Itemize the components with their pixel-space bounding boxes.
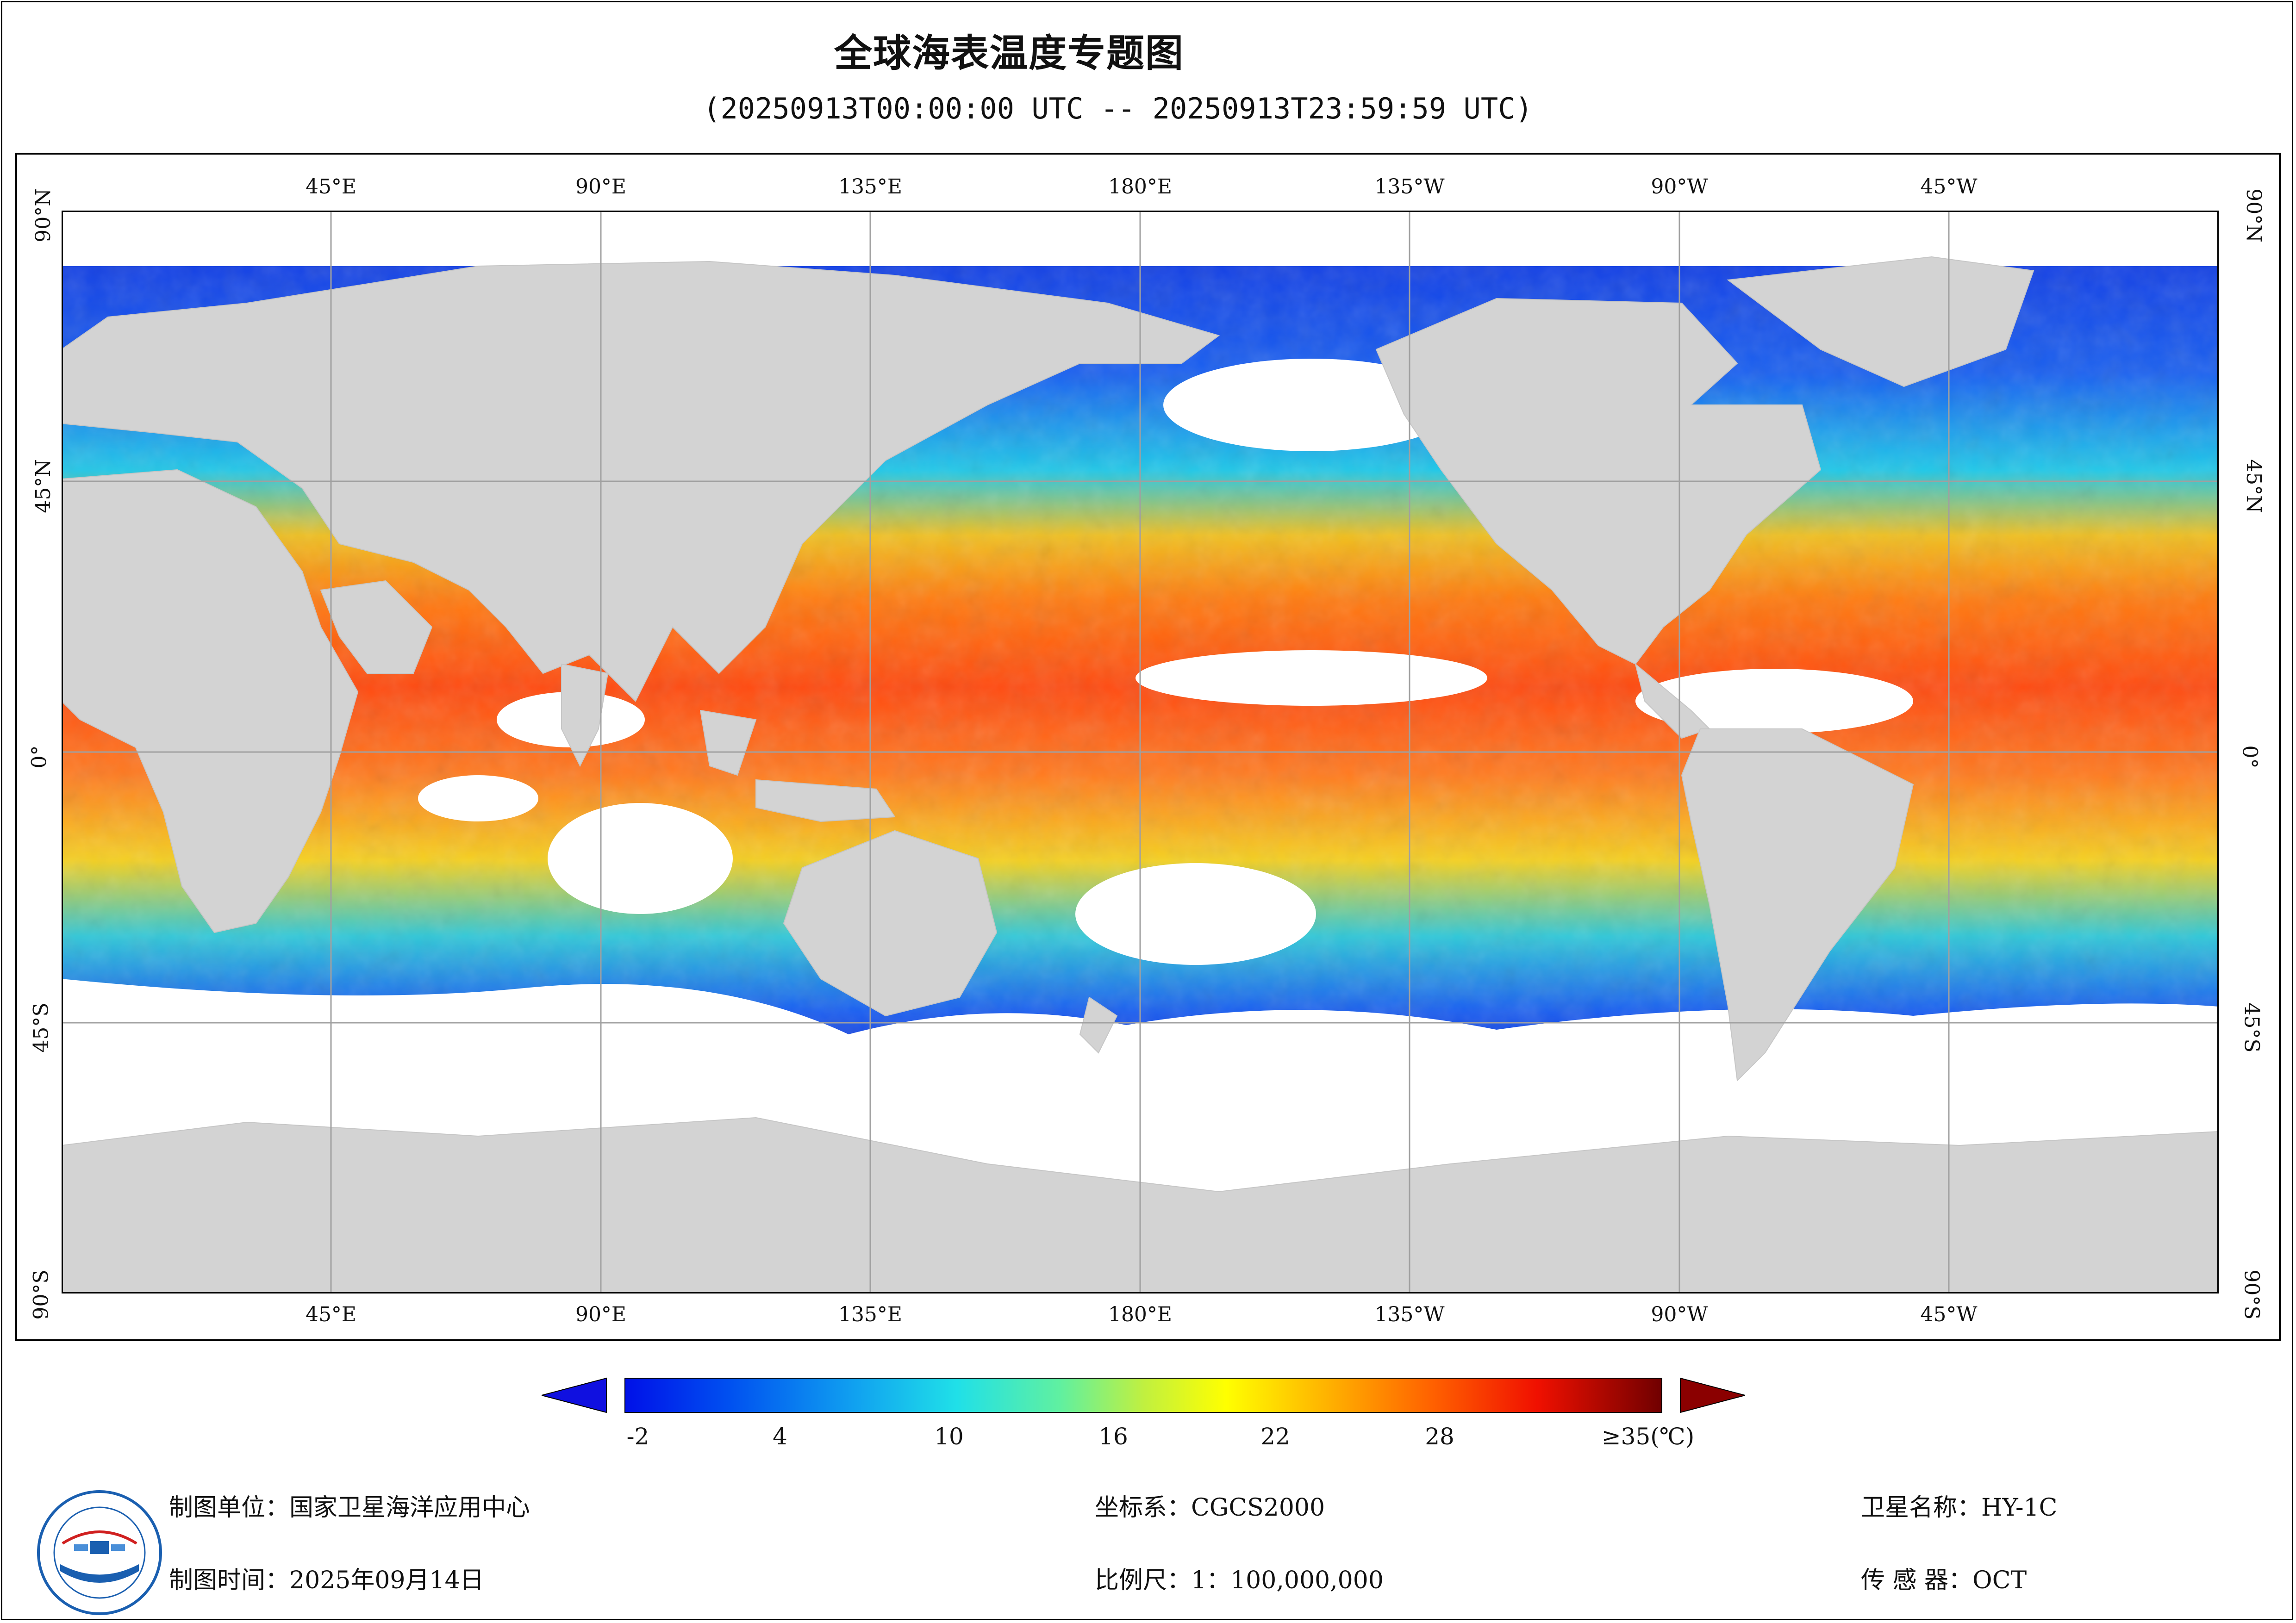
land-se-asia	[699, 709, 757, 776]
lon-label-top-90e: 90°E	[575, 175, 627, 199]
lat-label-left-90n: 90°N	[31, 188, 55, 243]
land-arabia	[320, 580, 433, 674]
sensor-name: 传 感 器：OCT	[1861, 1567, 2027, 1594]
map-scale: 比例尺：1：100,000,000	[1095, 1567, 1384, 1594]
lon-label-bottom-90e: 90°E	[575, 1303, 627, 1326]
lon-label-top-180e: 180°E	[1108, 175, 1173, 199]
colorbar-label: 28	[1425, 1423, 1454, 1450]
mapping-date: 制图时间：2025年09月14日	[169, 1567, 484, 1594]
land-australia	[783, 830, 998, 1017]
colorbar-label: ≥35(℃)	[1601, 1423, 1695, 1450]
land-indonesia	[755, 779, 896, 822]
lon-label-top-135e: 135°E	[838, 175, 903, 199]
lon-label-top-135w: 135°W	[1374, 175, 1445, 199]
land-central-america	[1635, 663, 1710, 739]
coordinate-system: 坐标系：CGCS2000	[1095, 1494, 1325, 1522]
satellite-name: 卫星名称：HY-1C	[1861, 1494, 2058, 1522]
colorbar-label: -2	[626, 1423, 649, 1450]
colorbar-label: 22	[1260, 1423, 1290, 1450]
lon-label-top-45e: 45°E	[305, 175, 357, 199]
mapping-unit: 制图单位：国家卫星海洋应用中心	[169, 1494, 530, 1522]
nsoas-logo	[37, 1490, 162, 1615]
colorbar-under-arrow	[542, 1377, 607, 1413]
lon-label-bottom-135w: 135°W	[1374, 1303, 1445, 1326]
land-africa	[62, 469, 359, 933]
land-india	[561, 663, 609, 767]
map-title: 全球海表温度专题图	[834, 31, 1184, 75]
colorbar-label: 10	[934, 1423, 964, 1450]
lat-label-left-45n: 45°N	[31, 459, 55, 513]
land-south-america	[1681, 728, 1914, 1082]
lon-label-bottom-180e: 180°E	[1108, 1303, 1173, 1326]
land-greenland	[1727, 256, 2034, 387]
lat-label-right-45n: 45°N	[2241, 459, 2265, 513]
lat-label-right-90s: 90°S	[2240, 1269, 2264, 1320]
colorbar-label: 4	[773, 1423, 787, 1450]
graticule	[62, 211, 2219, 1293]
colorbar	[542, 1377, 1745, 1413]
land-new-zealand	[1079, 996, 1118, 1054]
lon-label-top-90w: 90°W	[1651, 175, 1708, 199]
lat-label-right-0: 0°	[2238, 745, 2262, 769]
lat-label-left-90s: 90°S	[29, 1269, 53, 1320]
sst-map	[62, 211, 2219, 1293]
colorbar-over-arrow	[1680, 1377, 1745, 1413]
lon-label-bottom-135e: 135°E	[838, 1303, 903, 1326]
lon-label-bottom-45w: 45°W	[1920, 1303, 1978, 1326]
colorbar-gradient	[624, 1378, 1662, 1413]
lon-label-bottom-90w: 90°W	[1651, 1303, 1708, 1326]
lat-label-right-90n: 90°N	[2241, 188, 2265, 243]
lon-label-bottom-45e: 45°E	[305, 1303, 357, 1326]
lat-label-left-0: 0°	[27, 745, 51, 769]
lat-label-left-45s: 45°S	[29, 1002, 53, 1053]
time-range-subtitle: (20250913T00:00:00 UTC -- 20250913T23:59…	[703, 92, 1533, 125]
lat-label-right-45s: 45°S	[2240, 1002, 2264, 1053]
lon-label-top-45w: 45°W	[1920, 175, 1978, 199]
colorbar-label: 16	[1098, 1423, 1128, 1450]
